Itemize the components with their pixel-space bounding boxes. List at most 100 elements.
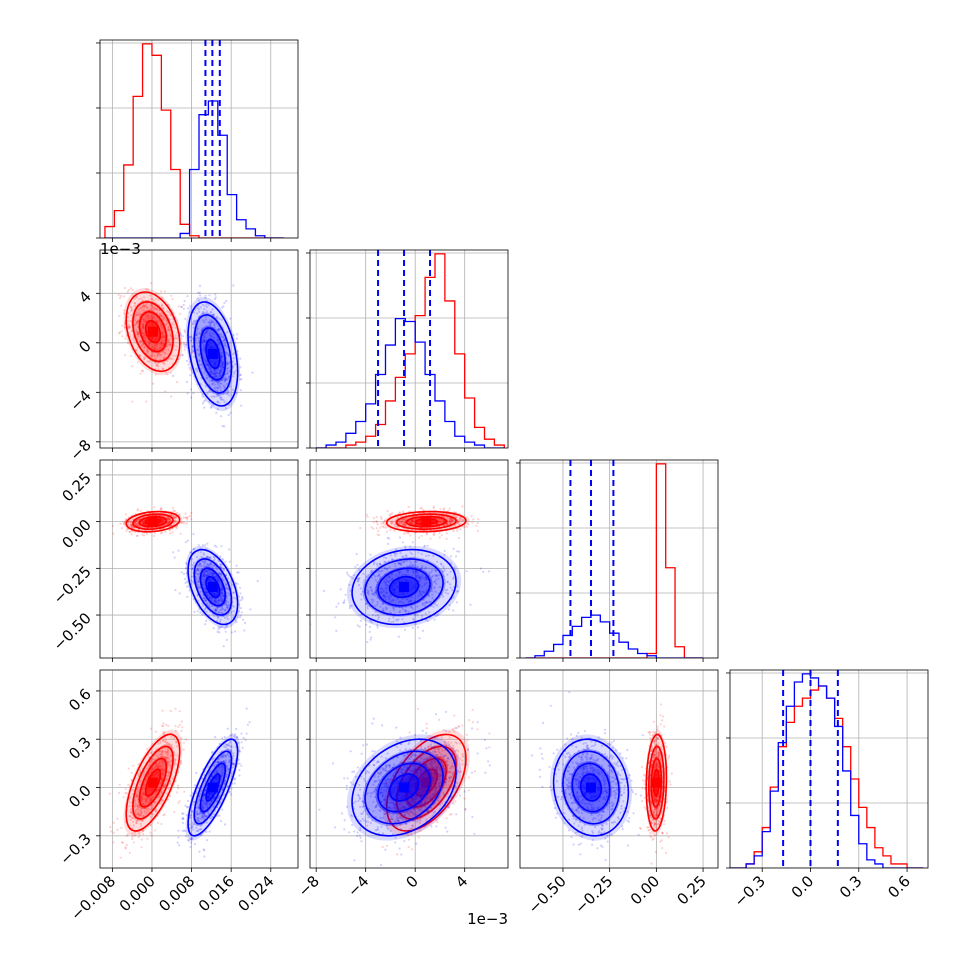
scatter-point xyxy=(174,516,177,519)
scatter-point xyxy=(144,340,147,343)
scatter-point xyxy=(239,592,242,595)
scatter-point xyxy=(217,628,220,631)
scatter-point xyxy=(201,348,204,351)
scatter-point xyxy=(217,580,220,583)
scatter-point xyxy=(455,555,458,558)
panel-2-2 xyxy=(516,459,719,662)
scatter-point xyxy=(211,382,214,385)
scatter-point xyxy=(205,376,208,379)
scatter-point xyxy=(198,354,201,357)
scatter-point xyxy=(184,577,187,581)
scatter-point xyxy=(388,513,391,517)
scatter-point xyxy=(426,544,429,547)
scatter-point xyxy=(190,335,193,338)
scatter-point xyxy=(183,299,186,303)
scatter-point xyxy=(227,362,230,365)
scatter-point xyxy=(232,371,235,374)
scatter-point xyxy=(118,314,121,318)
scatter-point xyxy=(204,340,207,343)
scatter-point xyxy=(198,331,201,334)
scatter-point xyxy=(221,599,224,602)
scatter-point xyxy=(224,603,227,606)
scatter-point xyxy=(206,328,209,332)
scatter-point xyxy=(140,297,143,300)
scatter-point xyxy=(185,359,189,363)
scatter-point xyxy=(375,521,378,524)
panel-content xyxy=(100,282,254,428)
scatter-point xyxy=(182,522,186,525)
scatter-point xyxy=(198,352,201,355)
scatter-point xyxy=(203,580,206,584)
scatter-point xyxy=(213,575,216,578)
scatter-point xyxy=(216,578,219,581)
scatter-point xyxy=(198,310,201,313)
scatter-point xyxy=(200,377,203,380)
scatter-point xyxy=(112,841,115,844)
scatter-point xyxy=(210,311,213,314)
scatter-point xyxy=(160,337,163,340)
scatter-point xyxy=(192,323,195,326)
scatter-point xyxy=(216,389,219,392)
scatter-point xyxy=(221,364,224,367)
scatter-point xyxy=(225,353,228,356)
scatter-point xyxy=(168,517,171,521)
scatter-point xyxy=(440,515,443,518)
scatter-point xyxy=(323,589,326,593)
scatter-point xyxy=(173,520,176,523)
scatter-point xyxy=(176,784,180,787)
scatter-point xyxy=(433,533,436,536)
scatter-point xyxy=(191,322,194,325)
scatter-point xyxy=(411,520,414,524)
scatter-point xyxy=(173,520,176,523)
scatter-point xyxy=(209,561,212,564)
scatter-point xyxy=(172,515,175,518)
scatter-point xyxy=(155,319,158,323)
scatter-point xyxy=(140,838,143,841)
scatter-point xyxy=(154,307,157,310)
scatter-point xyxy=(197,291,200,294)
scatter-point xyxy=(143,357,146,360)
scatter-point xyxy=(206,602,209,605)
scatter-point xyxy=(409,534,412,537)
scatter-point xyxy=(204,359,207,362)
scatter-point xyxy=(221,588,225,591)
scatter-point xyxy=(152,382,155,385)
scatter-point xyxy=(384,526,387,529)
scatter-point xyxy=(339,588,342,591)
scatter-point xyxy=(217,602,220,605)
scatter-point xyxy=(215,566,218,569)
scatter-point xyxy=(213,376,216,379)
scatter-point xyxy=(216,339,220,342)
scatter-point xyxy=(225,626,228,629)
scatter-point xyxy=(231,604,234,607)
scatter-point xyxy=(205,362,208,365)
scatter-point xyxy=(422,508,425,511)
scatter-point xyxy=(211,313,215,316)
scatter-point xyxy=(209,390,212,393)
scatter-point xyxy=(208,605,211,608)
scatter-point xyxy=(220,595,223,598)
scatter-point xyxy=(175,516,178,519)
scatter-point xyxy=(219,565,222,569)
scatter-point xyxy=(132,337,135,341)
scatter-point xyxy=(161,336,164,339)
scatter-point xyxy=(438,536,441,539)
scatter-point xyxy=(226,607,229,610)
scatter-point xyxy=(167,521,170,524)
scatter-point xyxy=(215,386,218,389)
scatter-point xyxy=(195,312,199,315)
scatter-point xyxy=(437,520,440,523)
scatter-point xyxy=(210,373,213,376)
scatter-point xyxy=(159,508,162,511)
scatter-point xyxy=(172,509,175,512)
scatter-point xyxy=(199,586,202,590)
scatter-point xyxy=(204,599,207,603)
scatter-point xyxy=(209,572,212,575)
scatter-point xyxy=(400,520,403,523)
scatter-point xyxy=(142,323,145,326)
scatter-point xyxy=(219,564,222,567)
scatter-point xyxy=(226,352,229,355)
scatter-point xyxy=(169,532,172,535)
scatter-point xyxy=(160,290,163,293)
scatter-point xyxy=(214,388,217,391)
